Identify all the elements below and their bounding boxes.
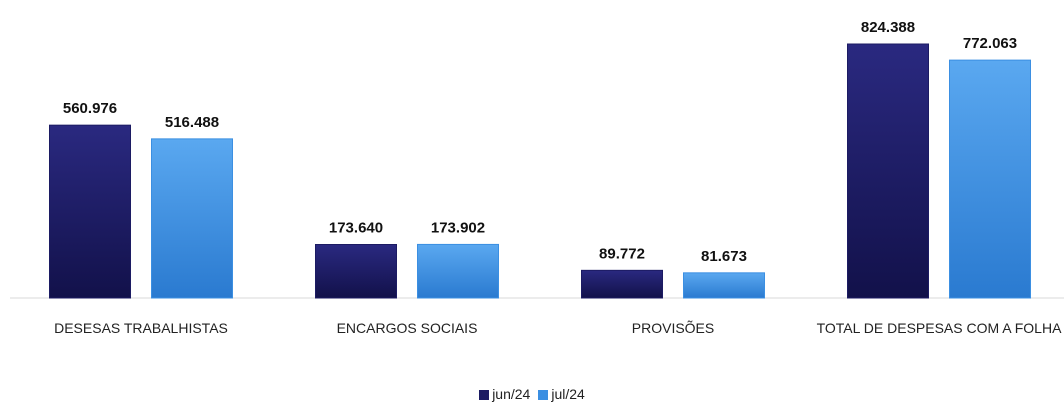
- legend: jun/24 jul/24: [0, 386, 1064, 402]
- legend-swatch: [479, 390, 490, 400]
- bar: [683, 272, 765, 299]
- x-tick-label: ENCARGOS SOCIAIS: [336, 320, 478, 336]
- legend-swatch: [538, 390, 549, 400]
- legend-item: jul/24: [538, 386, 585, 402]
- legend-label: jun/24: [492, 386, 531, 402]
- bar: [949, 59, 1031, 299]
- value-label: 516.488: [165, 114, 219, 131]
- value-label: 173.902: [431, 219, 485, 236]
- x-tick-label: TOTAL DE DESPESAS COM A FOLHA: [816, 320, 1062, 336]
- bar: [581, 269, 663, 299]
- value-label: 89.772: [599, 245, 645, 262]
- value-label: 173.640: [329, 220, 383, 237]
- bar: [417, 243, 499, 299]
- legend-label: jul/24: [551, 386, 585, 402]
- legend-item: jun/24: [479, 386, 530, 402]
- value-label: 81.673: [701, 248, 747, 265]
- bar: [847, 43, 929, 299]
- value-label: 824.388: [861, 19, 915, 36]
- x-tick-label: DESESAS TRABALHISTAS: [54, 320, 228, 336]
- value-label: 772.063: [963, 35, 1017, 52]
- x-tick-label: PROVISÕES: [631, 320, 715, 336]
- bar: [49, 124, 131, 299]
- bar: [151, 138, 233, 299]
- bar: [315, 244, 397, 299]
- value-label: 560.976: [63, 100, 117, 117]
